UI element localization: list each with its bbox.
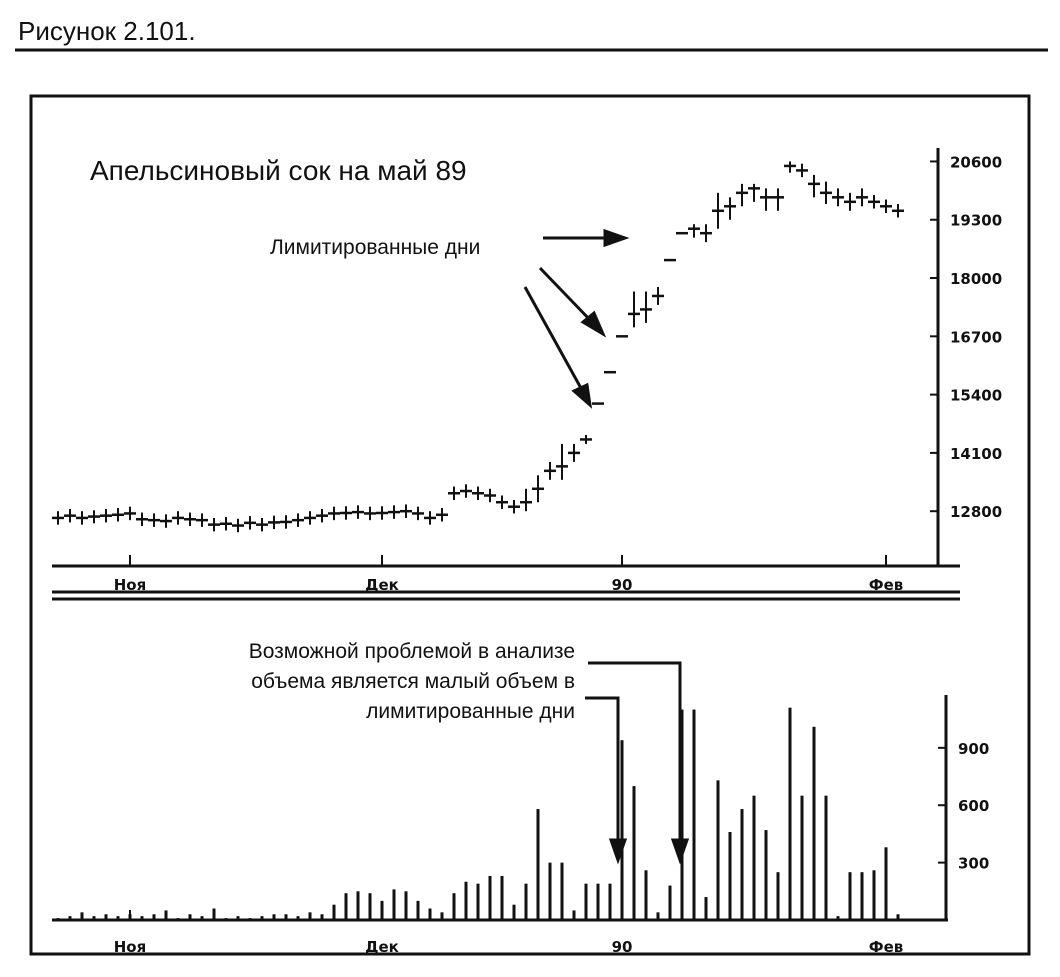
bar bbox=[500, 876, 504, 920]
bar bbox=[428, 908, 432, 920]
bar bbox=[236, 916, 240, 920]
annotation: объема является малый объем в bbox=[251, 670, 575, 693]
bar bbox=[356, 891, 360, 920]
bar bbox=[848, 872, 852, 920]
bar bbox=[68, 916, 72, 920]
bar bbox=[896, 914, 900, 920]
bar bbox=[392, 889, 396, 920]
y-tick-label: 15400 bbox=[950, 387, 1002, 405]
x-tick-label: Фев bbox=[869, 938, 904, 956]
bar bbox=[644, 870, 648, 920]
x-tick-label: Дек bbox=[365, 938, 399, 956]
bar bbox=[680, 709, 684, 920]
bar bbox=[812, 726, 816, 920]
bar bbox=[404, 891, 408, 920]
y-tick-label: 300 bbox=[958, 855, 989, 873]
bar bbox=[488, 876, 492, 920]
bar bbox=[140, 916, 144, 920]
y-tick-label: 19300 bbox=[950, 212, 1002, 230]
bar bbox=[548, 862, 552, 920]
bar bbox=[248, 918, 252, 920]
bar bbox=[188, 914, 192, 920]
bar bbox=[668, 885, 672, 920]
bar bbox=[380, 900, 384, 920]
bar bbox=[116, 916, 120, 920]
bar bbox=[152, 914, 156, 920]
bar bbox=[800, 795, 804, 920]
bar bbox=[536, 809, 540, 920]
x-tick-label: 90 bbox=[612, 938, 633, 956]
bar bbox=[824, 795, 828, 920]
x-tick-label: Дек bbox=[365, 576, 399, 594]
bar bbox=[584, 883, 588, 920]
y-tick-label: 20600 bbox=[950, 153, 1002, 171]
bar bbox=[716, 780, 720, 920]
bar bbox=[656, 912, 660, 920]
bar bbox=[296, 916, 300, 920]
bar bbox=[776, 872, 780, 920]
arrows bbox=[523, 228, 690, 865]
y-tick-label: 12800 bbox=[950, 503, 1002, 521]
bar bbox=[836, 916, 840, 920]
bar bbox=[224, 918, 228, 920]
bar bbox=[884, 847, 888, 920]
bar bbox=[284, 914, 288, 920]
bar bbox=[368, 893, 372, 920]
y-tick-label: 18000 bbox=[950, 270, 1002, 288]
annotation: Возможной проблемой в анализе bbox=[249, 640, 575, 663]
bar bbox=[752, 795, 756, 920]
x-tick-label: Ноя bbox=[114, 576, 147, 594]
y-tick-label: 14100 bbox=[950, 445, 1002, 463]
bar bbox=[104, 914, 108, 920]
bar bbox=[512, 904, 516, 920]
bar bbox=[632, 786, 636, 920]
bar bbox=[572, 910, 576, 920]
annotation: лимитированные дни bbox=[366, 700, 575, 723]
bar bbox=[272, 914, 276, 920]
bar bbox=[308, 912, 312, 920]
bar bbox=[80, 912, 84, 920]
y-tick-label: 16700 bbox=[950, 328, 1002, 346]
y-tick-label: 600 bbox=[958, 797, 989, 815]
bar bbox=[872, 870, 876, 920]
bar bbox=[164, 910, 168, 920]
x-tick-label: 90 bbox=[612, 576, 633, 594]
bar bbox=[788, 707, 792, 920]
bar bbox=[620, 740, 624, 920]
bar bbox=[176, 918, 180, 920]
x-tick-label: Фев bbox=[869, 576, 904, 594]
bar bbox=[692, 709, 696, 920]
bar bbox=[260, 916, 264, 920]
annotation: Лимитированные дни bbox=[270, 236, 480, 259]
bar bbox=[200, 916, 204, 920]
bar bbox=[332, 904, 336, 920]
frame bbox=[29, 94, 1031, 956]
bar bbox=[212, 908, 216, 920]
bar bbox=[440, 912, 444, 920]
caption: Рисунок 2.101. bbox=[18, 16, 196, 46]
bar bbox=[56, 918, 60, 920]
bar bbox=[764, 830, 768, 920]
bar bbox=[704, 897, 708, 920]
bar bbox=[596, 883, 600, 920]
x-tick-label: Ноя bbox=[114, 938, 147, 956]
bar bbox=[320, 914, 324, 920]
bar bbox=[740, 809, 744, 920]
bar bbox=[860, 872, 864, 920]
bar bbox=[524, 883, 528, 920]
bar bbox=[464, 881, 468, 920]
bar bbox=[608, 883, 612, 920]
bar bbox=[92, 916, 96, 920]
bar bbox=[560, 862, 564, 920]
bar bbox=[728, 832, 732, 920]
y-tick-label: 900 bbox=[958, 740, 989, 758]
chart-title: Апельсиновый сок на май 89 bbox=[90, 155, 467, 186]
bar bbox=[476, 883, 480, 920]
bar bbox=[452, 893, 456, 920]
bar bbox=[416, 900, 420, 920]
bar bbox=[344, 893, 348, 920]
bar bbox=[128, 914, 132, 920]
